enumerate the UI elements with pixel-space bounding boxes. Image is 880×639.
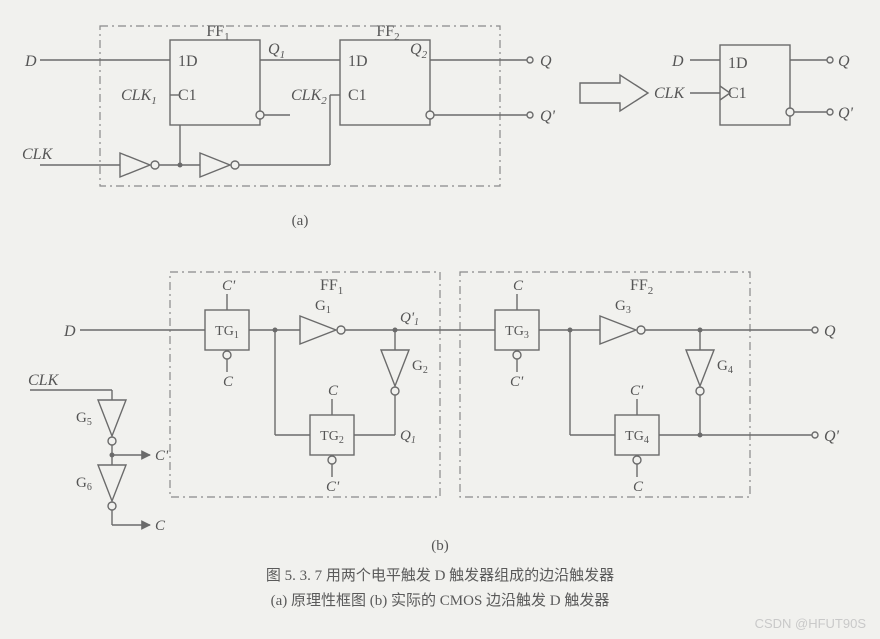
svg-text:C1: C1 <box>728 85 747 102</box>
svg-text:Q: Q <box>540 53 552 70</box>
svg-text:C: C <box>513 278 524 294</box>
svg-text:Q': Q' <box>838 105 854 122</box>
svg-text:G5: G5 <box>76 410 92 428</box>
svg-text:1D: 1D <box>728 55 748 72</box>
svg-text:C1: C1 <box>348 87 367 104</box>
g1: G1 <box>300 298 345 344</box>
svg-text:1D: 1D <box>178 53 198 70</box>
svg-text:CLK2: CLK2 <box>291 87 327 107</box>
svg-text:G3: G3 <box>615 298 631 316</box>
tg2: TG2 C C' <box>310 383 354 495</box>
big-arrow <box>580 75 648 111</box>
svg-text:FF2: FF2 <box>630 277 653 297</box>
ff1-box: FF1 1D C1 <box>170 23 264 125</box>
g4: G4 <box>686 330 733 395</box>
symbol-ff: 1D C1 <box>720 45 794 125</box>
dashed-box-a <box>100 26 500 186</box>
svg-text:G4: G4 <box>717 358 733 376</box>
g5: G5 <box>76 400 126 445</box>
g2: G2 <box>381 330 428 395</box>
svg-text:Q1: Q1 <box>268 41 285 61</box>
svg-text:Q': Q' <box>824 428 840 445</box>
svg-text:C1: C1 <box>178 87 197 104</box>
svg-text:C': C' <box>155 448 169 464</box>
svg-text:C: C <box>223 374 234 390</box>
caption-main: 图 5. 3. 7 用两个电平触发 D 触发器组成的边沿触发器 <box>0 564 880 585</box>
inverter-2 <box>200 153 239 177</box>
svg-text:1D: 1D <box>348 53 368 70</box>
figure-a: D CLK FF1 1D C1 CLK1 Q1 <box>22 23 854 229</box>
watermark: CSDN @HFUT90S <box>755 616 866 631</box>
svg-text:C': C' <box>510 374 524 390</box>
tg3: TG3 C C' <box>495 278 539 390</box>
dashed-ff2 <box>460 272 750 497</box>
label-clk: CLK <box>22 146 54 163</box>
svg-text:D: D <box>671 53 684 70</box>
inverter-1 <box>120 153 159 177</box>
caption-sub: (a) 原理性框图 (b) 实际的 CMOS 边沿触发 D 触发器 <box>0 589 880 610</box>
svg-text:G2: G2 <box>412 358 428 376</box>
tg1: TG1 C' C <box>205 278 249 390</box>
diagram-canvas: D CLK FF1 1D C1 CLK1 Q1 <box>0 0 880 560</box>
svg-text:Q: Q <box>838 53 850 70</box>
svg-text:FF1: FF1 <box>320 277 343 297</box>
svg-text:G6: G6 <box>76 475 92 493</box>
label-d: D <box>24 53 37 70</box>
svg-text:C': C' <box>326 479 340 495</box>
svg-text:CLK1: CLK1 <box>121 87 157 107</box>
fig-a-label: (a) <box>292 213 309 229</box>
svg-text:Q': Q' <box>540 108 556 125</box>
fig-b-label: (b) <box>431 538 449 554</box>
ff2-box: FF2 1D C1 <box>340 23 434 125</box>
svg-text:Q1: Q1 <box>400 428 416 446</box>
svg-text:CLK: CLK <box>28 372 60 389</box>
svg-text:D: D <box>63 323 76 340</box>
svg-text:C: C <box>633 479 644 495</box>
g3: G3 <box>600 298 645 344</box>
svg-text:Q'1: Q'1 <box>400 310 419 328</box>
svg-text:C': C' <box>222 278 236 294</box>
svg-text:C': C' <box>630 383 644 399</box>
dashed-ff1 <box>170 272 440 497</box>
tg4: TG4 C' C <box>615 383 659 495</box>
svg-text:G1: G1 <box>315 298 331 316</box>
svg-text:C: C <box>155 518 166 534</box>
svg-text:C: C <box>328 383 339 399</box>
figure-b: FF1 FF2 D TG1 C' C G1 Q'1 <box>28 272 840 554</box>
g6: G6 <box>76 465 126 510</box>
svg-text:Q: Q <box>824 323 836 340</box>
svg-text:CLK: CLK <box>654 85 686 102</box>
